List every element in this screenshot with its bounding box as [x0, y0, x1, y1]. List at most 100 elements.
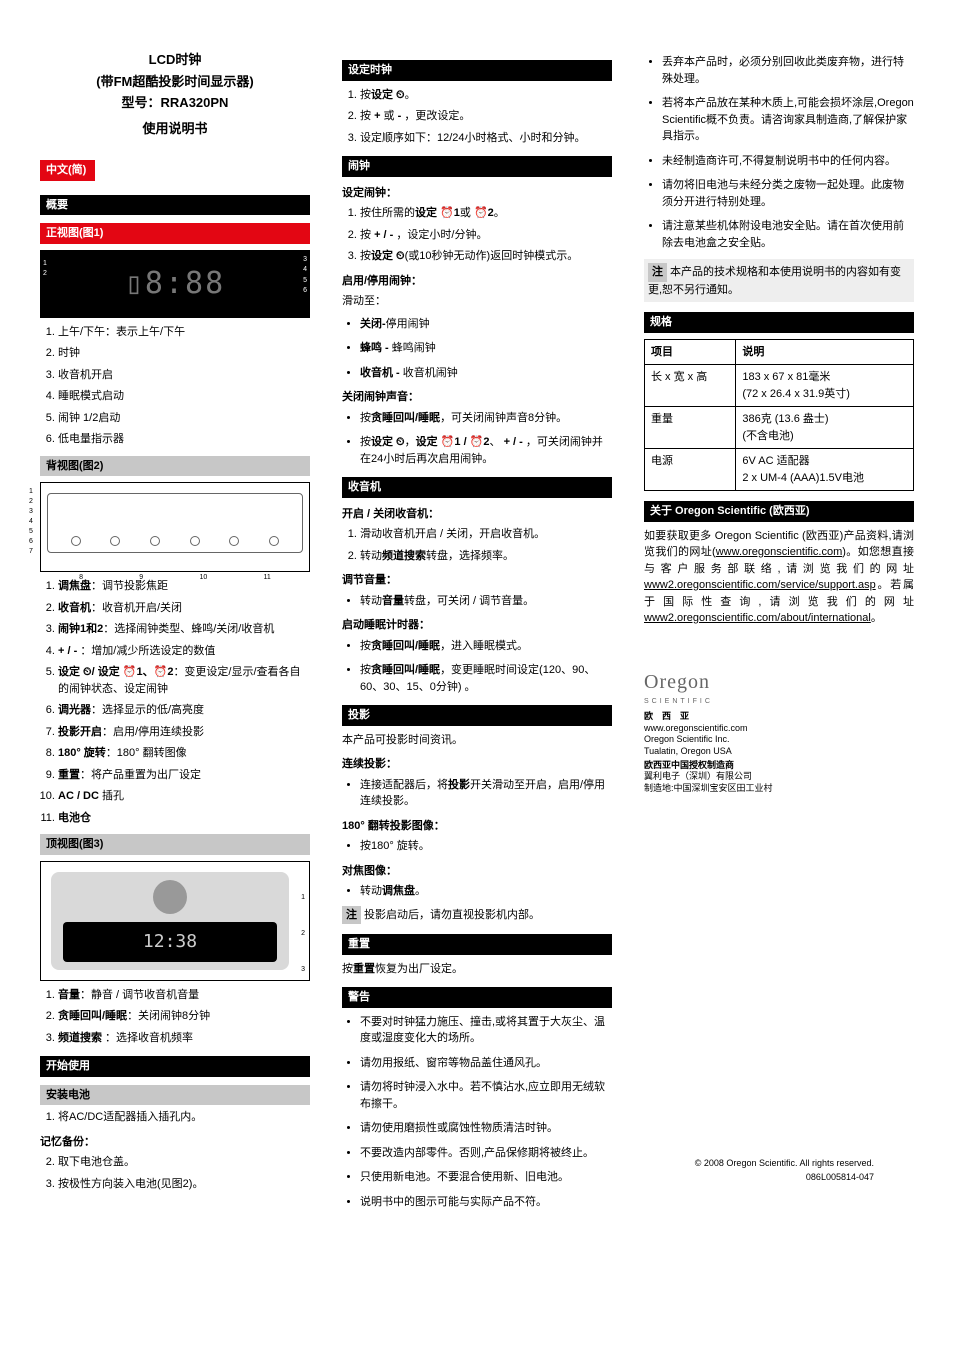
- list-item: 调光器：选择显示的低/高亮度: [58, 702, 310, 719]
- specs-header: 规格: [644, 312, 914, 333]
- list-item: 不要对时钟猛力施压、撞击,或将其置于大灰尘、温度或湿度变化大的场所。: [360, 1014, 612, 1047]
- list-item: 闹钟1和2：选择闹钟类型、蜂鸣/关闭/收音机: [58, 621, 310, 638]
- list-item: 请勿用报纸、窗帘等物品盖住通风孔。: [360, 1055, 612, 1072]
- list-item: 设定顺序如下：12/24小时格式、小时和分钟。: [360, 130, 612, 147]
- specs-col-item: 项目: [645, 339, 736, 365]
- title-l1: LCD时钟: [40, 50, 310, 70]
- list-item: 贪睡回叫/睡眠：关闭闹钟8分钟: [58, 1008, 310, 1025]
- list-item: 请勿将旧电池与未经分类之废物一起处理。此废物须分开进行特别处理。: [662, 177, 914, 210]
- list-item: 睡眠模式启动: [58, 388, 310, 405]
- proj-note-text: 投影启动后，请勿直视投影机内部。: [364, 909, 540, 921]
- radio-header: 收音机: [342, 477, 612, 498]
- set-time-header: 设定时钟: [342, 60, 612, 81]
- brand-sub: SCIENTIFIC: [644, 697, 914, 708]
- figure-3: 12:38 123: [40, 861, 310, 981]
- proj-180-list: 按180° 旋转。: [342, 838, 612, 855]
- list-item: 转动频道搜索转盘，选择频率。: [360, 548, 612, 565]
- proj-180-sub: 180° 翻转投影图像：: [342, 818, 612, 835]
- sleep-timer-sub: 启动睡眠计时器：: [342, 617, 612, 634]
- copyright-line2: 086L005814-047: [695, 1171, 874, 1185]
- reset-text: 按重置恢复为出厂设定。: [342, 961, 612, 978]
- list-item: 未经制造商许可,不得复制说明书中的任何内容。: [662, 153, 914, 170]
- fig3-legend-list: 音量：静音 / 调节收音机音量贪睡回叫/睡眠：关闭闹钟8分钟频道搜索 ：选择收音…: [40, 987, 310, 1047]
- table-cell: 重量: [645, 407, 736, 449]
- list-item: 重置：将产品重置为出厂设定: [58, 767, 310, 784]
- title-l2: (带FM超酷投影时间显示器): [40, 72, 310, 92]
- spec-change-note: 注本产品的技术规格和本使用说明书的内容如有变更,恕不另行通知。: [644, 259, 914, 302]
- warning-list-1: 不要对时钟猛力施压、撞击,或将其置于大灰尘、温度或湿度变化大的场所。请勿用报纸、…: [342, 1014, 612, 1211]
- lang-badge: 中文(简): [40, 160, 95, 181]
- specs-table: 项目 说明 长 x 宽 x 高183 x 67 x 81毫米(72 x 26.4…: [644, 339, 914, 492]
- list-item: 设定 ⏲/ 设定 ⏰1、⏰2：变更设定/显示/查看各自的闹钟状态、设定闹钟: [58, 664, 310, 697]
- note-label: 注: [648, 263, 667, 282]
- title-l4: 使用说明书: [40, 119, 310, 139]
- reset-header: 重置: [342, 934, 612, 955]
- brand-logo: Oregon: [644, 667, 914, 697]
- install-battery-steps: 将AC/DC适配器插入插孔内。: [40, 1109, 310, 1126]
- note-label: 注: [342, 906, 361, 925]
- fig1-header: 正视图(图1): [40, 223, 310, 244]
- list-item: 音量：静音 / 调节收音机音量: [58, 987, 310, 1004]
- copyright-line1: © 2008 Oregon Scientific. All rights res…: [695, 1157, 874, 1171]
- fig1-left-labels: 12: [43, 259, 47, 280]
- warning-header: 警告: [342, 987, 612, 1008]
- memory-backup-steps: 取下电池仓盖。按极性方向装入电池(见图2)。: [40, 1154, 310, 1192]
- alarm-modes-list: 关闭-停用闹钟蜂鸣 - 蜂鸣闹钟收音机 - 收音机闹钟: [342, 316, 612, 382]
- list-item: 按 + 或 - ，更改设定。: [360, 108, 612, 125]
- list-item: 按贪睡回叫/睡眠，变更睡眠时间设定(120、90、60、30、15、0分钟) 。: [360, 662, 612, 695]
- table-row: 电源6V AC 适配器2 x UM-4 (AAA)1.5V电池: [645, 449, 914, 491]
- list-item: 将AC/DC适配器插入插孔内。: [58, 1109, 310, 1126]
- list-item: AC / DC 插孔: [58, 788, 310, 805]
- brand-block: Oregon SCIENTIFIC 欧 西 亚 www.oregonscient…: [644, 667, 914, 795]
- enable-alarm-sub: 启用/停用闹钟：: [342, 273, 612, 290]
- brand-url: www.oregonscientific.com: [644, 723, 914, 735]
- fig2-bottom-nums: 891011: [51, 573, 299, 584]
- list-item: 滑动收音机开启 / 关闭，开启收音机。: [360, 526, 612, 543]
- spec-note-text: 本产品的技术规格和本使用说明书的内容如有变更,恕不另行通知。: [648, 266, 901, 296]
- mute-alarm-sub: 关闭闹钟声音：: [342, 389, 612, 406]
- brand-mfg1: 欧西亚中国授权制造商: [644, 760, 914, 772]
- doc-title: LCD时钟 (带FM超酷投影时间显示器) 型号：RRA320PN 使用说明书: [40, 50, 310, 138]
- list-item: 按设定 ⏲。: [360, 87, 612, 104]
- about-header: 关于 Oregon Scientific (欧西亚): [644, 501, 914, 522]
- list-item: 收音机开启: [58, 367, 310, 384]
- list-item: + / - ：增加/减少所选设定的数值: [58, 643, 310, 660]
- list-item: 180° 旋转：180° 翻转图像: [58, 745, 310, 762]
- proj-focus-sub: 对焦图像：: [342, 863, 612, 880]
- projection-header: 投影: [342, 705, 612, 726]
- list-item: 关闭-停用闹钟: [360, 316, 612, 333]
- set-time-steps: 按设定 ⏲。按 + 或 - ，更改设定。设定顺序如下：12/24小时格式、小时和…: [342, 87, 612, 147]
- fig2-header: 背视图(图2): [40, 456, 310, 477]
- table-row: 长 x 宽 x 高183 x 67 x 81毫米(72 x 26.4 x 31.…: [645, 365, 914, 407]
- list-item: 丢弃本产品时，必须分别回收此类废弃物，进行特殊处理。: [662, 54, 914, 87]
- list-item: 若将本产品放在某种木质上,可能会损坏涂层,Oregon Scientific概不…: [662, 95, 914, 145]
- list-item: 按住所需的设定 ⏰1或 ⏰2。: [360, 205, 612, 222]
- list-item: 按设定 ⏲，设定 ⏰1 / ⏰2、 + / - ，可关闭闹钟并在24小时后再次启…: [360, 434, 612, 467]
- fig2-left-nums: 1234567: [29, 487, 33, 557]
- list-item: 按设定 ⏲(或10秒钟无动作)返回时钟模式示。: [360, 248, 612, 265]
- table-cell: 电源: [645, 449, 736, 491]
- fig3-right-nums: 123: [301, 880, 305, 988]
- set-alarm-steps: 按住所需的设定 ⏰1或 ⏰2。按 + / - ，设定小时/分钟。按设定 ⏲(或1…: [342, 205, 612, 265]
- list-item: 收音机 - 收音机闹钟: [360, 365, 612, 382]
- list-item: 请注意某些机体附设电池安全贴。请在首次使用前除去电池盒之安全贴。: [662, 218, 914, 251]
- title-l3: 型号：RRA320PN: [40, 93, 310, 113]
- list-item: 闹钟 1/2启动: [58, 410, 310, 427]
- projection-intro: 本产品可投影时间资讯。: [342, 732, 612, 749]
- table-row: 重量386克 (13.6 盎士) (不含电池): [645, 407, 914, 449]
- specs-col-desc: 说明: [736, 339, 914, 365]
- fig3-screen: 12:38: [63, 922, 277, 962]
- sleep-timer-list: 按贪睡回叫/睡眠，进入睡眠模式。按贪睡回叫/睡眠，变更睡眠时间设定(120、90…: [342, 638, 612, 696]
- fig3-header: 顶视图(图3): [40, 834, 310, 855]
- list-item: 请勿使用磨损性或腐蚀性物质清洁时钟。: [360, 1120, 612, 1137]
- list-item: 说明书中的图示可能与实际产品不符。: [360, 1194, 612, 1211]
- proj-continuous-list: 连接适配器后，将投影开关滑动至开启，启用/停用连续投影。: [342, 777, 612, 810]
- slide-to: 滑动至：: [342, 293, 612, 310]
- list-item: 取下电池仓盖。: [58, 1154, 310, 1171]
- copyright: © 2008 Oregon Scientific. All rights res…: [695, 1157, 874, 1184]
- list-item: 不要改造内部零件。否则,产品保修期将被终止。: [360, 1145, 612, 1162]
- proj-continuous-sub: 连续投影：: [342, 756, 612, 773]
- list-item: 上午/下午：表示上午/下午: [58, 324, 310, 341]
- table-cell: 183 x 67 x 81毫米(72 x 26.4 x 31.9英寸): [736, 365, 914, 407]
- list-item: 频道搜索 ：选择收音机频率: [58, 1030, 310, 1047]
